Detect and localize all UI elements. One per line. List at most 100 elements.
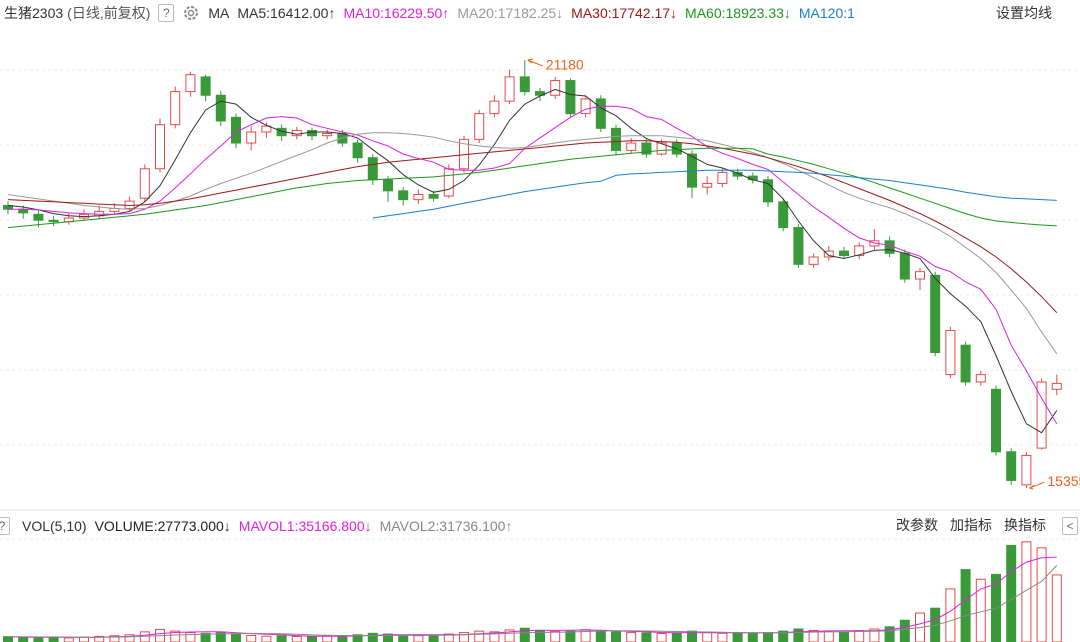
candle-body xyxy=(960,344,971,383)
volume-bar xyxy=(808,629,819,642)
volume-bar xyxy=(246,634,257,642)
volume-bar xyxy=(793,628,804,642)
indicator-button[interactable]: 加指标 xyxy=(950,517,992,533)
candle-body xyxy=(702,182,713,188)
candle-body xyxy=(626,142,637,151)
ma-line xyxy=(7,88,1058,434)
annotation-arrowhead xyxy=(1029,484,1035,490)
candle-body xyxy=(413,193,424,201)
ma-legend: MA120:1 xyxy=(798,5,855,21)
symbol: 生猪2303 xyxy=(4,5,64,21)
ma-legend: MA30:17742.17↓ xyxy=(571,5,678,21)
volume-bar xyxy=(261,635,272,642)
volume-bar xyxy=(398,634,409,642)
candle-body xyxy=(246,131,257,144)
candle-body xyxy=(48,219,59,223)
help-button[interactable]: ? xyxy=(0,517,10,535)
volume-title: VOL(5,10) xyxy=(22,518,87,534)
annotation: 15355 xyxy=(1047,473,1080,489)
volume-bar xyxy=(626,632,637,642)
mavol-legend: MAVOL2:31736.100↑ xyxy=(379,518,513,534)
candle-body xyxy=(975,374,986,383)
ma-line xyxy=(7,565,1058,638)
candle-body xyxy=(1021,454,1032,486)
volume-bar xyxy=(337,635,348,642)
volume-bar xyxy=(960,569,971,642)
volume-bar xyxy=(641,632,652,642)
indicator-button[interactable]: 改参数 xyxy=(896,517,938,533)
candle-body xyxy=(565,80,576,115)
volume-bar xyxy=(33,637,44,642)
volume-bar xyxy=(519,627,530,642)
volume-bar xyxy=(778,630,789,642)
candle-body xyxy=(641,142,652,155)
ma-legend: MA20:17182.25↓ xyxy=(457,5,564,21)
indicator-buttons: 改参数 加指标 换指标 xyxy=(884,515,1046,535)
volume-bar xyxy=(3,636,13,642)
candle-body xyxy=(33,213,44,221)
mode: (日线,前复权) xyxy=(67,5,151,21)
candle-body xyxy=(1006,451,1017,481)
candle-body xyxy=(1051,382,1062,390)
volume-legend: VOLUME:27773.000↓ xyxy=(94,518,231,534)
volume-bar xyxy=(200,632,211,642)
candle-body xyxy=(1036,381,1047,449)
candle-body xyxy=(367,157,378,181)
candle-body xyxy=(884,240,895,254)
candle-body xyxy=(550,80,561,96)
candle-body xyxy=(656,142,667,155)
candle-body xyxy=(428,193,439,199)
volume-bar xyxy=(717,632,728,642)
mavol-legend: MAVOL1:35166.800↓ xyxy=(238,518,372,534)
candle-body xyxy=(778,201,789,229)
volume-bars xyxy=(3,541,1062,642)
settings-icon[interactable] xyxy=(182,4,200,22)
ma-line xyxy=(7,140,1058,314)
candle-body xyxy=(839,250,849,257)
ma-label: MA xyxy=(208,5,230,21)
indicator-button[interactable]: 换指标 xyxy=(1004,517,1046,533)
volume-bar xyxy=(231,633,241,642)
candle-body xyxy=(200,76,211,96)
candle-body xyxy=(307,130,317,137)
ma-line xyxy=(7,556,1057,638)
volume-bar xyxy=(763,632,773,642)
candle-body xyxy=(155,124,165,170)
candle-body xyxy=(535,91,545,96)
candle-body xyxy=(489,100,500,115)
ma-line xyxy=(8,105,1058,425)
volume-bar xyxy=(732,632,743,642)
chart-header: 生猪2303 (日线,前复权) ? MA MA5:16412.00↑ MA10:1… xyxy=(4,2,863,24)
volume-bar xyxy=(1036,547,1047,642)
ma-settings[interactable]: 设置均线 xyxy=(992,3,1052,23)
annotation-arrow xyxy=(527,59,543,67)
candle-body xyxy=(823,250,834,258)
candle-body xyxy=(474,113,485,140)
scroll-button[interactable]: < xyxy=(1062,517,1078,535)
candle-body xyxy=(763,179,773,203)
candle-body xyxy=(170,91,181,126)
candle-body xyxy=(930,274,941,354)
volume-bar xyxy=(945,588,956,642)
candle-body xyxy=(352,142,363,159)
candle-body xyxy=(595,98,606,129)
volume-bar xyxy=(747,633,758,642)
volume-bar xyxy=(413,635,424,642)
ma-line xyxy=(372,169,1057,219)
candle-body xyxy=(732,171,743,177)
volume-bar xyxy=(443,633,454,642)
help-button[interactable]: ? xyxy=(158,4,175,22)
grid xyxy=(0,69,1080,446)
candle-body xyxy=(261,125,272,133)
candle-body xyxy=(854,245,865,257)
volume-bar xyxy=(291,635,302,642)
volume-bar xyxy=(899,619,910,642)
volume-bar xyxy=(656,633,667,642)
candle-body xyxy=(580,98,591,115)
candle-body xyxy=(443,168,454,197)
ma-legend: MA60:18923.33↓ xyxy=(685,5,791,21)
candle-body xyxy=(383,179,393,192)
candle-body xyxy=(215,94,226,122)
volume-bar xyxy=(383,633,393,642)
